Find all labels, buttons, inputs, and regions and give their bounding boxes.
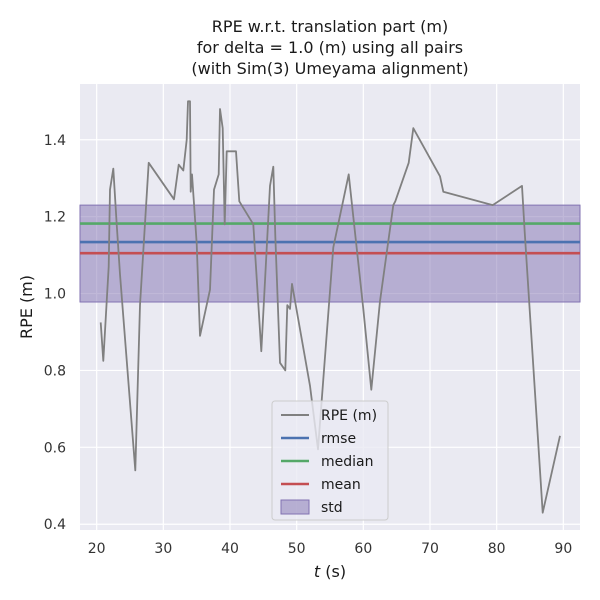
x-tick-label-1: 30 [154,541,172,557]
legend-swatch-std [280,499,310,515]
chart-title: RPE w.r.t. translation part (m) for delt… [191,17,468,78]
chart-title-line-1: RPE w.r.t. translation part (m) [212,17,448,36]
y-tick-label-3: 1.0 [44,287,66,303]
x-tick-label-3: 50 [288,541,306,557]
x-tick-label-7: 90 [554,541,572,557]
y-tick-label-0: 0.4 [44,517,66,533]
x-axis-label: t (s) [314,562,346,581]
legend: RPE (m) rmse median mean std [271,400,389,521]
y-tick-label-1: 0.6 [44,440,66,456]
x-tick-labels: 20 30 40 50 60 70 80 90 [88,541,572,557]
x-tick-label-0: 20 [88,541,106,557]
series-layer [99,100,561,514]
y-tick-label-2: 0.8 [44,363,66,379]
x-tick-label-2: 40 [221,541,239,557]
x-tick-label-4: 60 [354,541,372,557]
x-axis-variable: t [314,562,321,581]
x-tick-label-6: 80 [488,541,506,557]
legend-frame [271,400,389,521]
legend-label-std: std [321,500,343,516]
y-tick-labels: 0.4 0.6 0.8 1.0 1.2 1.4 [44,133,66,533]
x-axis-unit: (s) [320,562,346,581]
chart-title-line-3: (with Sim(3) Umeyama alignment) [191,59,468,78]
y-tick-label-4: 1.2 [44,210,66,226]
legend-label-rmse: rmse [321,431,356,447]
legend-label-mean: mean [321,477,361,493]
statistic-lines [80,222,580,255]
rpe-series-line [99,100,561,514]
legend-label-median: median [321,454,373,470]
legend-label-rpe: RPE (m) [321,408,377,424]
x-tick-label-5: 70 [421,541,439,557]
y-axis-label: RPE (m) [17,275,36,339]
y-tick-label-5: 1.4 [44,133,66,149]
chart-title-line-2: for delta = 1.0 (m) using all pairs [197,38,463,57]
